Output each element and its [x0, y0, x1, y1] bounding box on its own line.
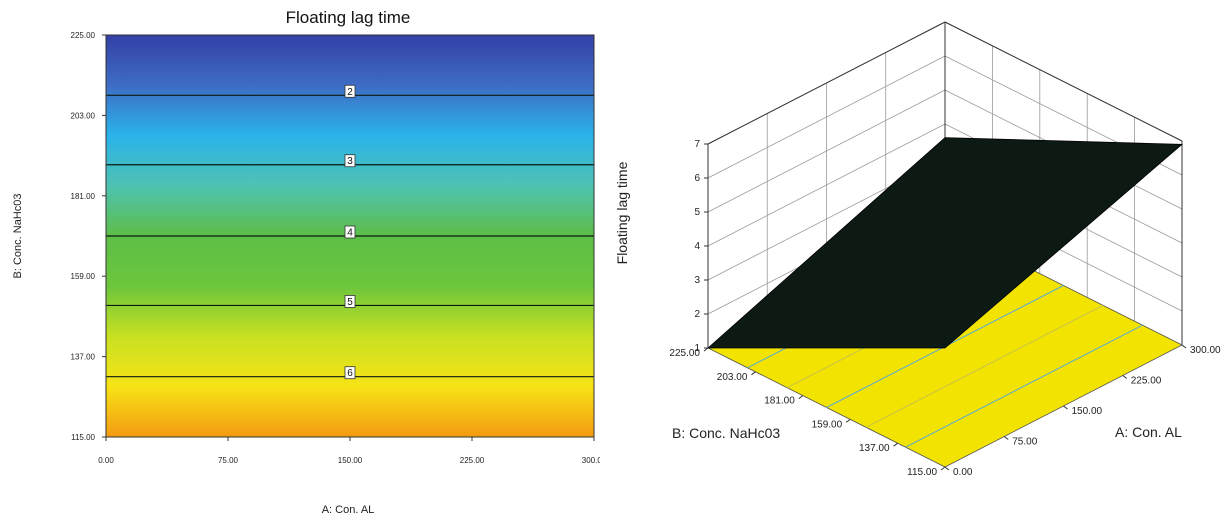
x-tick-label: 0.00 — [98, 456, 114, 465]
z-tick-label: 5 — [694, 207, 700, 218]
floor-contour-line — [905, 324, 1143, 448]
contour-label-box — [344, 154, 356, 168]
contour-label-box — [344, 84, 356, 98]
contour-label: 3 — [347, 156, 353, 167]
x-tick-label: 150.00 — [338, 456, 363, 465]
contour-plot: Floating lag time 2 3 4 5 6 115.00 137.00 159.… — [12, 8, 600, 516]
y-tick-label: 159.00 — [71, 272, 96, 281]
z-tick-label: 2 — [694, 309, 700, 320]
contour-lines: 2 3 4 5 6 — [106, 84, 594, 380]
b-tick-mark — [893, 442, 898, 447]
contour-x-ticks: 0.00 75.00 150.00 225.00 300.00 — [98, 437, 600, 465]
z-tick-label: 6 — [694, 173, 700, 184]
a-tick-label: 225.00 — [1131, 376, 1162, 387]
x-tick-label: 225.00 — [460, 456, 485, 465]
surface-y-axis-label: B: Conc. NaHc03 — [672, 425, 780, 441]
a-tick-mark — [1122, 375, 1128, 379]
a-tick-mark — [1181, 344, 1187, 349]
surface-mesh — [706, 137, 1184, 349]
contour-title: Floating lag time — [286, 8, 411, 27]
b-tick-label: 159.00 — [812, 419, 843, 430]
contour-x-axis-label: A: Con. AL — [322, 504, 375, 516]
surface-plot: 1 2 3 4 5 6 7 115.00 137.00 159.00 181.00 203.00 225… — [614, 21, 1221, 478]
box-edge — [707, 21, 946, 145]
surface-ticks: 1 2 3 4 5 6 7 115.00 137.00 159.00 181.00 203.00 225… — [669, 139, 1221, 478]
a-tick-mark — [1063, 405, 1068, 410]
y-tick-label: 225.00 — [71, 31, 96, 40]
b-tick-mark — [845, 418, 851, 423]
surface-x-axis-label: A: Con. AL — [1115, 424, 1182, 440]
y-tick-label: 181.00 — [71, 192, 96, 201]
contour-label: 4 — [347, 228, 353, 239]
contour-label: 2 — [347, 87, 353, 98]
z-tick-label: 4 — [694, 241, 700, 252]
x-tick-label: 300.00 — [582, 456, 600, 465]
contour-label: 5 — [347, 297, 353, 308]
b-tick-mark — [798, 395, 804, 400]
b-tick-label: 115.00 — [907, 467, 937, 478]
contour-label-box — [344, 225, 356, 239]
b-tick-mark — [940, 466, 946, 471]
a-tick-mark — [1003, 436, 1009, 440]
b-tick-mark — [703, 347, 709, 352]
a-tick-label: 0.00 — [953, 467, 973, 478]
a-tick-label: 75.00 — [1012, 437, 1037, 448]
y-tick-label: 137.00 — [71, 353, 96, 362]
a-tick-mark — [944, 466, 950, 471]
b-tick-label: 181.00 — [764, 396, 795, 407]
floor-contour-line — [865, 304, 1104, 428]
y-tick-label: 115.00 — [71, 433, 95, 442]
a-tick-label: 150.00 — [1072, 406, 1103, 417]
z-tick-label: 1 — [694, 343, 700, 354]
contour-label-box — [344, 366, 356, 380]
contour-label: 6 — [347, 368, 353, 379]
contour-y-ticks: 115.00 137.00 159.00 181.00 203.00 225.00 — [71, 31, 106, 442]
box-edge — [944, 21, 1183, 142]
response-surface — [706, 137, 1184, 349]
y-tick-label: 203.00 — [71, 111, 96, 120]
contour-y-axis-label: B: Conc. NaHc03 — [12, 194, 24, 279]
z-tick-label: 7 — [694, 139, 700, 150]
b-tick-label: 137.00 — [859, 443, 890, 454]
b-tick-label: 225.00 — [669, 348, 700, 359]
b-tick-mark — [751, 371, 756, 376]
z-tick-label: 3 — [694, 275, 700, 286]
contour-label-box — [344, 295, 356, 308]
surface-z-axis-label: Floating lag time — [614, 161, 630, 264]
x-tick-label: 75.00 — [218, 456, 239, 465]
a-tick-label: 300.00 — [1190, 345, 1221, 356]
b-tick-label: 203.00 — [717, 372, 748, 383]
